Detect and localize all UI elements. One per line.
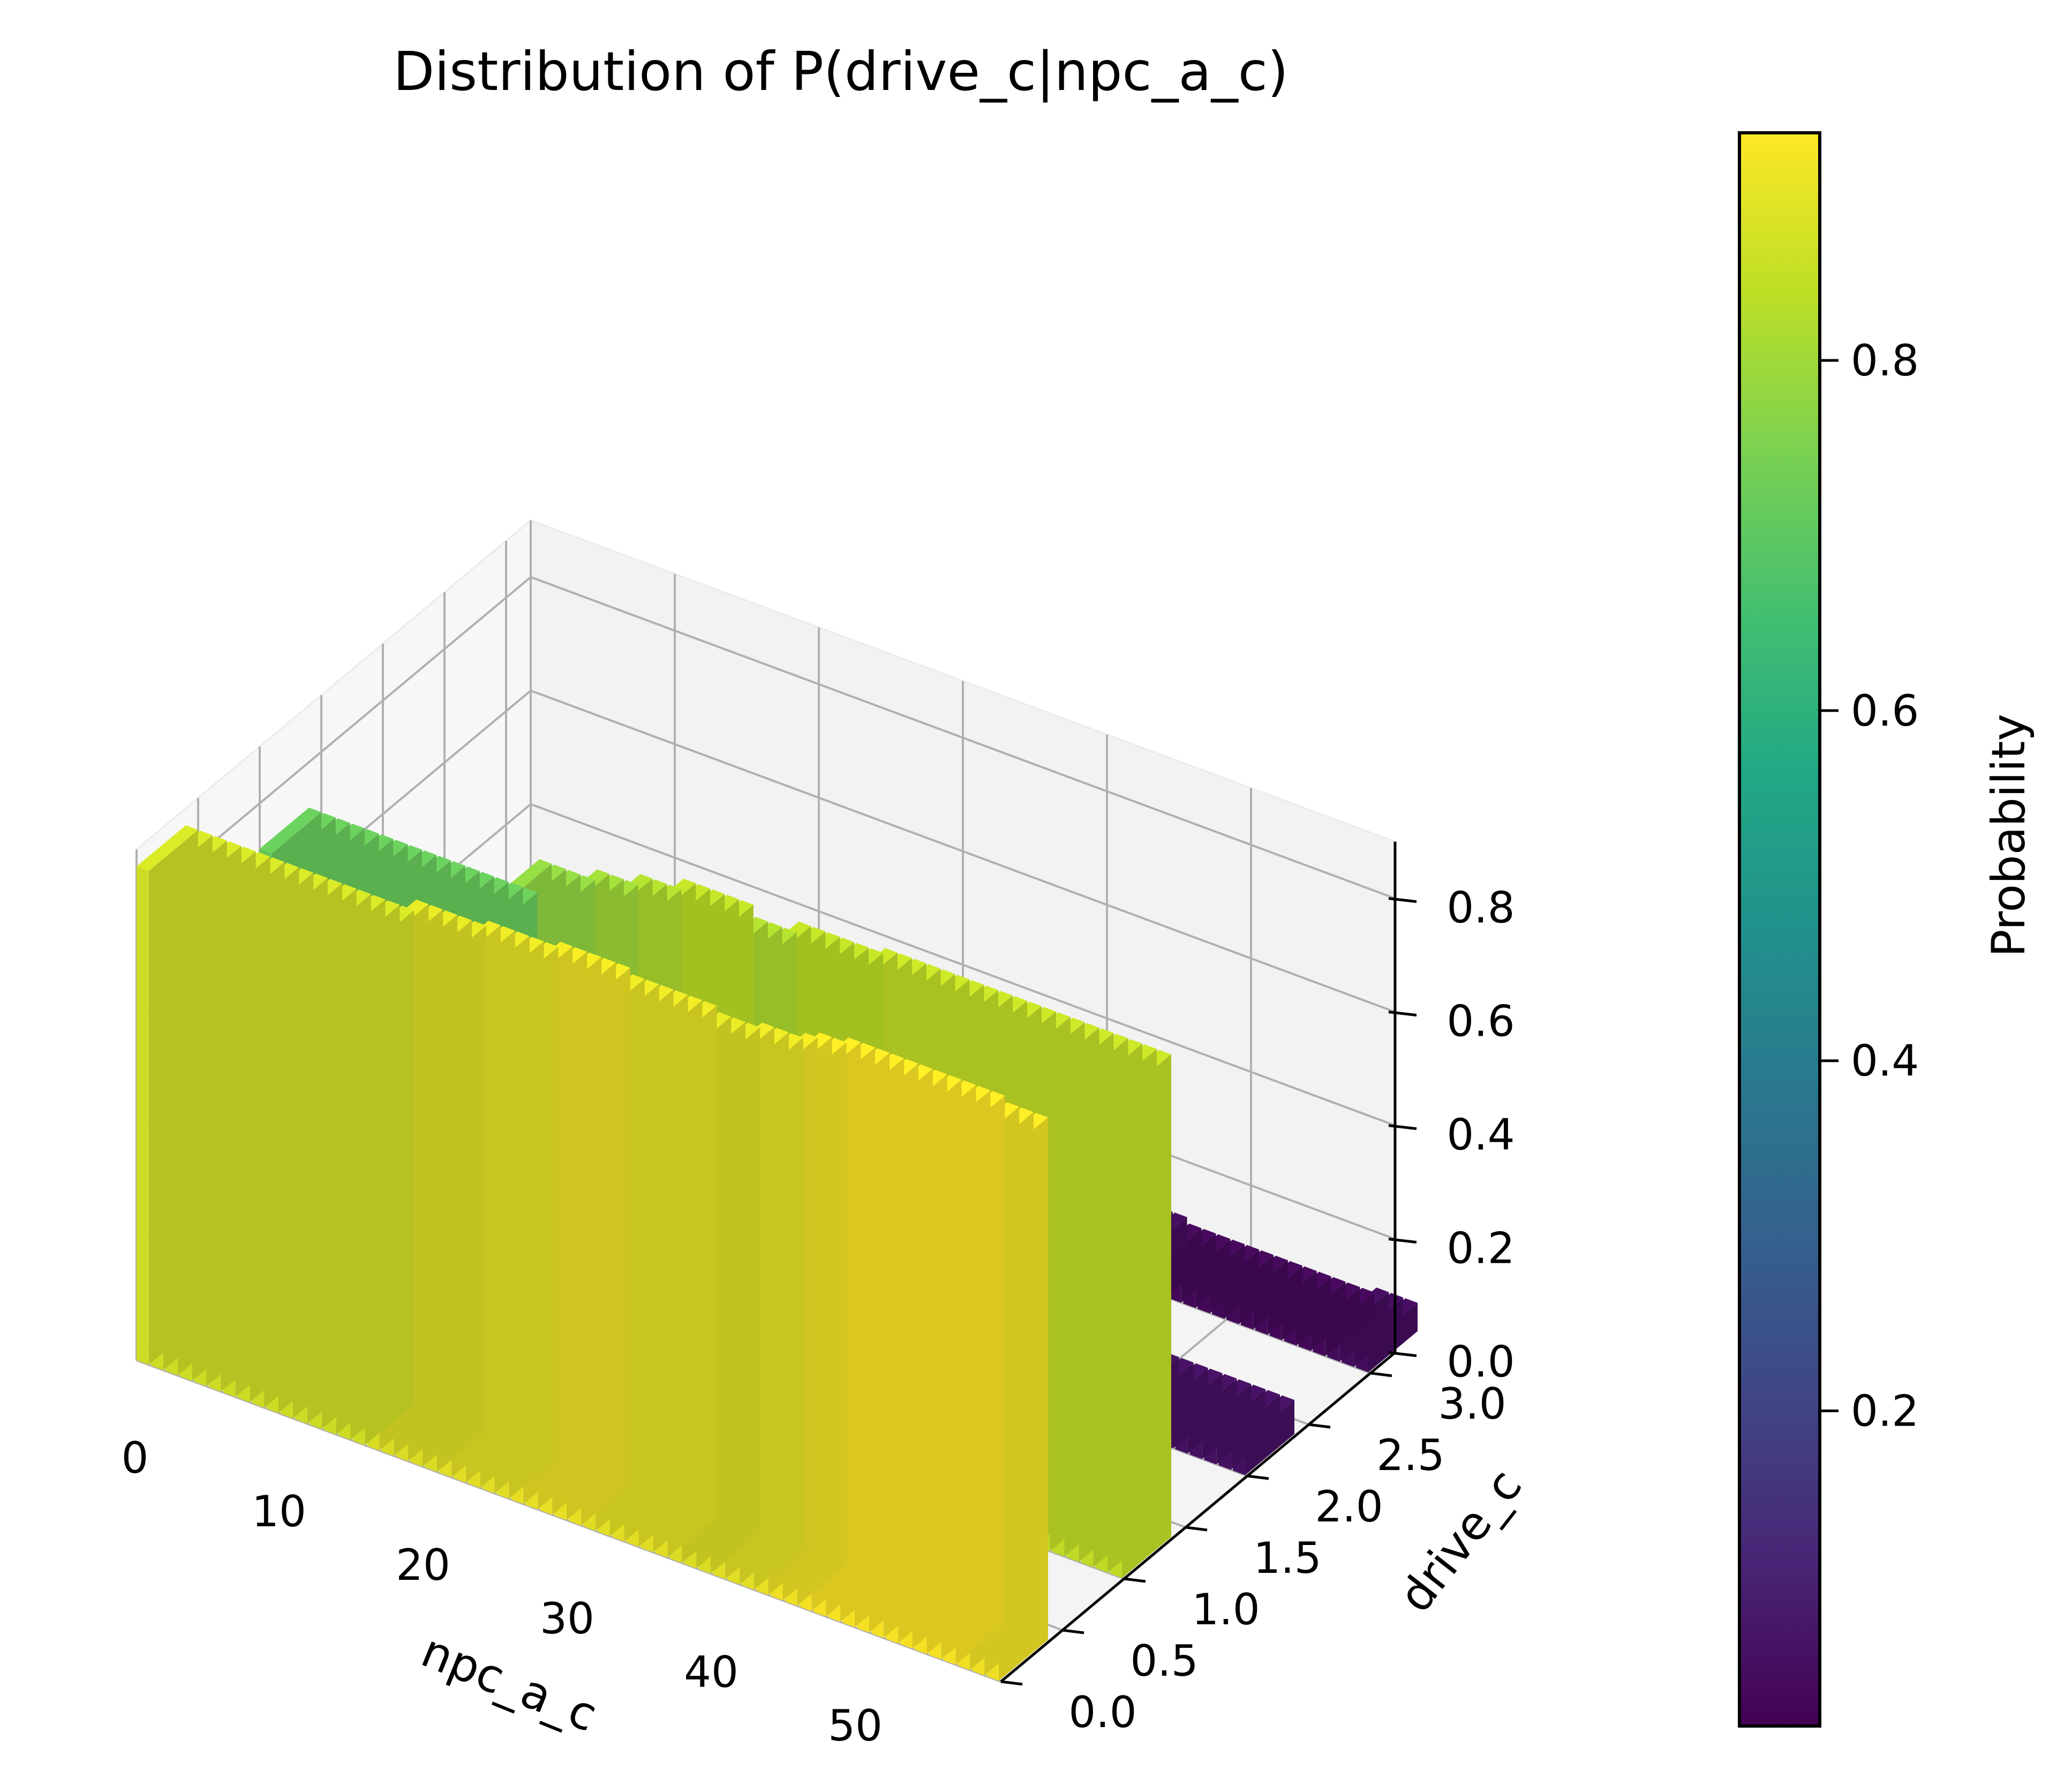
axes bbox=[1000, 841, 1397, 1683]
y-tick-label: 0.0 bbox=[1068, 1687, 1136, 1737]
bar-side-face bbox=[1181, 1239, 1231, 1303]
bar-top-face bbox=[260, 808, 321, 854]
colorbar: 0.2 0.4 0.6 0.8 Probability bbox=[1738, 131, 2036, 1728]
chart-title: Distribution of P(drive_c|npc_a_c) bbox=[393, 40, 1289, 103]
gridline-z-back bbox=[530, 803, 1396, 1127]
y-tick-label: 3.0 bbox=[1438, 1379, 1506, 1429]
z-tick-mark bbox=[1388, 897, 1417, 903]
bar bbox=[137, 825, 198, 1365]
bar-side-face bbox=[148, 830, 198, 1365]
y-tick-label: 2.5 bbox=[1376, 1430, 1444, 1480]
colorbar-tick-label: 0.2 bbox=[1851, 1386, 1919, 1436]
bar-side-face bbox=[1339, 1292, 1389, 1362]
gridline-z-back bbox=[530, 689, 1396, 1013]
x-tick-label: 30 bbox=[540, 1594, 594, 1644]
bar-side-face bbox=[1187, 1378, 1237, 1454]
colorbar-tick-label: 0.4 bbox=[1851, 1036, 1919, 1086]
y-axis-line bbox=[1000, 1351, 1396, 1683]
z-tick-mark bbox=[1388, 1124, 1417, 1131]
z-tick-label: 0.0 bbox=[1446, 1337, 1515, 1387]
x-tick-label: 40 bbox=[684, 1647, 739, 1697]
y-tick-mark bbox=[1185, 1526, 1208, 1532]
z-tick-label: 0.8 bbox=[1446, 883, 1515, 933]
bar-side-face bbox=[1325, 1292, 1375, 1357]
bar-side-face bbox=[1253, 1265, 1302, 1330]
bar-front-face bbox=[137, 866, 149, 1365]
bar-side-face bbox=[1354, 1297, 1404, 1367]
y-tick-label: 0.5 bbox=[1130, 1636, 1198, 1686]
bar-side-face bbox=[1267, 1271, 1317, 1335]
y-tick-mark bbox=[1062, 1629, 1084, 1634]
bar-side-face bbox=[1202, 1384, 1252, 1459]
y-tick-label: 1.0 bbox=[1192, 1585, 1260, 1634]
z-tick-mark bbox=[1388, 1351, 1417, 1358]
gridline-z-back bbox=[530, 576, 1396, 900]
y-axis-label: drive_c bbox=[1389, 1459, 1532, 1622]
x-tick-label: 20 bbox=[396, 1540, 450, 1590]
bar-side-face bbox=[1231, 1395, 1280, 1470]
bar-side-face bbox=[1282, 1276, 1331, 1340]
colorbar-ticks: 0.2 0.4 0.6 0.8 bbox=[1820, 336, 1919, 1436]
y-tick-mark bbox=[1000, 1680, 1023, 1686]
bar-side-face bbox=[1245, 1400, 1294, 1475]
bar-side-face bbox=[1195, 1244, 1245, 1308]
y-tick-mark bbox=[1370, 1371, 1392, 1377]
bar-side-face bbox=[1173, 1373, 1223, 1449]
z-tick-label: 0.2 bbox=[1446, 1224, 1515, 1273]
bar-side-face bbox=[1238, 1260, 1288, 1324]
x-tick-label: 10 bbox=[252, 1487, 306, 1536]
colorbar-tick-label: 0.6 bbox=[1851, 686, 1919, 736]
bar-top-face bbox=[137, 825, 198, 871]
x-tick-label: 0 bbox=[122, 1433, 149, 1483]
bar-side-face bbox=[1310, 1287, 1360, 1351]
bar-side-face bbox=[1368, 1302, 1418, 1373]
bar-side-face bbox=[1210, 1249, 1260, 1314]
bars bbox=[137, 808, 1418, 1681]
z-tick-mark bbox=[1388, 1011, 1417, 1017]
y-tick-mark bbox=[1247, 1474, 1269, 1480]
x-tick-label: 50 bbox=[828, 1701, 883, 1751]
bar-side-face bbox=[1296, 1282, 1346, 1346]
colorbar-tick-label: 0.8 bbox=[1851, 336, 1919, 386]
y-tick-mark bbox=[1308, 1423, 1331, 1429]
colorbar-label: Probability bbox=[1982, 714, 2036, 958]
bar-side-face bbox=[1224, 1255, 1274, 1319]
y-tick-label: 2.0 bbox=[1315, 1482, 1383, 1532]
z-tick-label: 0.4 bbox=[1446, 1110, 1515, 1160]
z-tick-mark bbox=[1388, 1238, 1417, 1244]
y-tick-mark bbox=[1124, 1577, 1146, 1583]
z-tick-label: 0.6 bbox=[1446, 997, 1515, 1046]
colorbar-gradient bbox=[1738, 131, 1821, 1728]
bar-side-face bbox=[1216, 1389, 1266, 1465]
bar-side-face bbox=[1166, 1233, 1216, 1298]
y-tick-label: 1.5 bbox=[1253, 1533, 1321, 1583]
